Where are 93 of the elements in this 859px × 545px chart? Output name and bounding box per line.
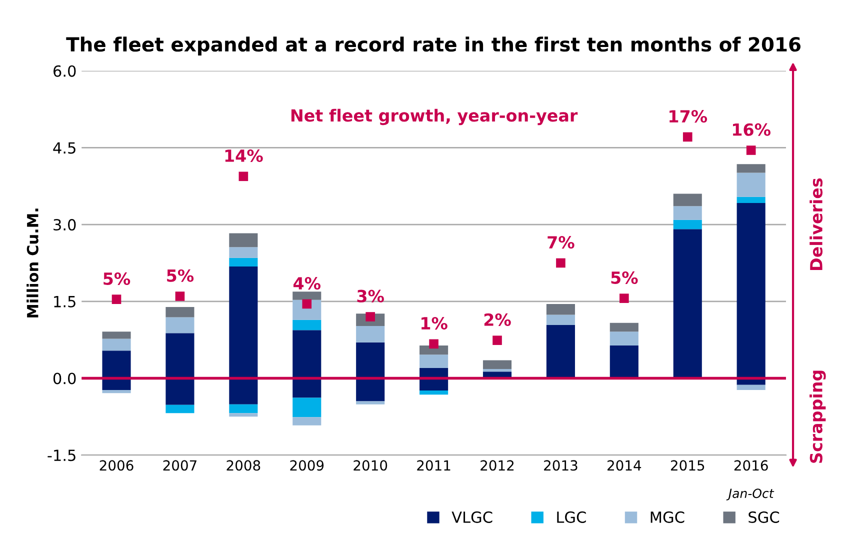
annotation: 3% [357,290,384,302]
point [429,339,438,349]
bar [546,304,575,315]
chart-title: The fleet expanded at a record rate in the first ten months of 2016 [66,36,800,56]
x-tick-label: 2016 [734,460,768,471]
annotation: 14% [225,149,263,162]
bar [736,164,766,173]
bar [166,404,194,414]
bar [292,330,322,378]
annotation: 1% [422,316,448,330]
annotation: 16% [733,123,770,136]
point [746,146,756,155]
bar [356,401,385,404]
y-tick-label: 4.5 [53,142,76,154]
bar [673,220,702,230]
point [492,336,502,345]
legend-label: SGC [748,511,780,523]
x-tick-label: 2009 [290,460,324,471]
bar [736,172,766,197]
text: Scrapping [810,370,826,463]
annotation: 2% [484,313,511,326]
bar [673,194,702,206]
bar [166,333,194,378]
y-axis-title: Million Cu.M. [26,208,38,318]
bar [229,413,258,417]
annotation: 4% [293,277,320,290]
bar [229,404,258,414]
text: Deliveries [810,178,823,270]
annotation: 5% [104,272,130,285]
point [682,132,692,142]
bar [102,332,131,339]
point [112,294,122,304]
bar [292,398,322,418]
bar [482,369,512,372]
bar [229,247,258,258]
legend-label: MGC [650,511,684,523]
x-tick-label: 2011 [417,460,450,471]
bar [166,378,194,405]
x-tick-label: 2006 [100,460,134,471]
y-tick-label: 1.5 [54,296,76,308]
point [175,292,185,301]
bar [546,314,575,325]
point [238,172,248,182]
bar [292,417,322,426]
point [556,258,566,268]
x-tick-label: 2013 [544,460,578,471]
bar [610,345,638,378]
y-tick-label: -1.5 [48,450,76,462]
legend-label: LGC [557,511,586,523]
x-tick-label: 2012 [480,460,514,471]
bar [166,307,194,318]
point [620,294,629,303]
x-tick-label: 2008 [226,460,260,471]
x-tick-label: 2014 [608,460,642,471]
bar [166,317,194,334]
bar [420,390,448,395]
bar [292,378,322,398]
annotation: 5% [167,269,194,282]
bar [610,332,638,346]
annotation: 7% [548,236,574,249]
x-tick-label: 2015 [670,460,704,471]
bar [102,350,131,378]
bar [673,206,702,220]
text: Jan-Oct [726,488,774,500]
y-tick-label: 3.0 [54,219,76,231]
y-tick-label: 6.0 [54,65,76,77]
bar [736,203,766,378]
bar [356,326,385,342]
bar [673,229,702,378]
bar [102,338,131,351]
x-tick-label: 2007 [163,460,196,471]
y-tick-label: 0.0 [53,372,76,384]
bar [102,390,131,394]
annotation: Net fleet growth, year-on-year [291,108,578,126]
bar [229,258,258,267]
bar [482,360,512,370]
annotation: 5% [611,271,638,284]
bar [292,320,322,330]
bar [610,322,638,332]
bar [356,378,385,402]
annotation: 17% [670,110,708,123]
x-tick-label: 2010 [354,460,388,471]
legend-label: VLGC [452,511,492,523]
bar [736,196,766,204]
point [302,299,312,309]
bar [229,378,258,404]
bar [356,342,385,378]
bar [420,354,448,368]
bar [546,324,575,378]
bar [229,233,258,248]
bar [736,384,766,390]
bar [292,292,322,300]
bar [229,266,258,378]
